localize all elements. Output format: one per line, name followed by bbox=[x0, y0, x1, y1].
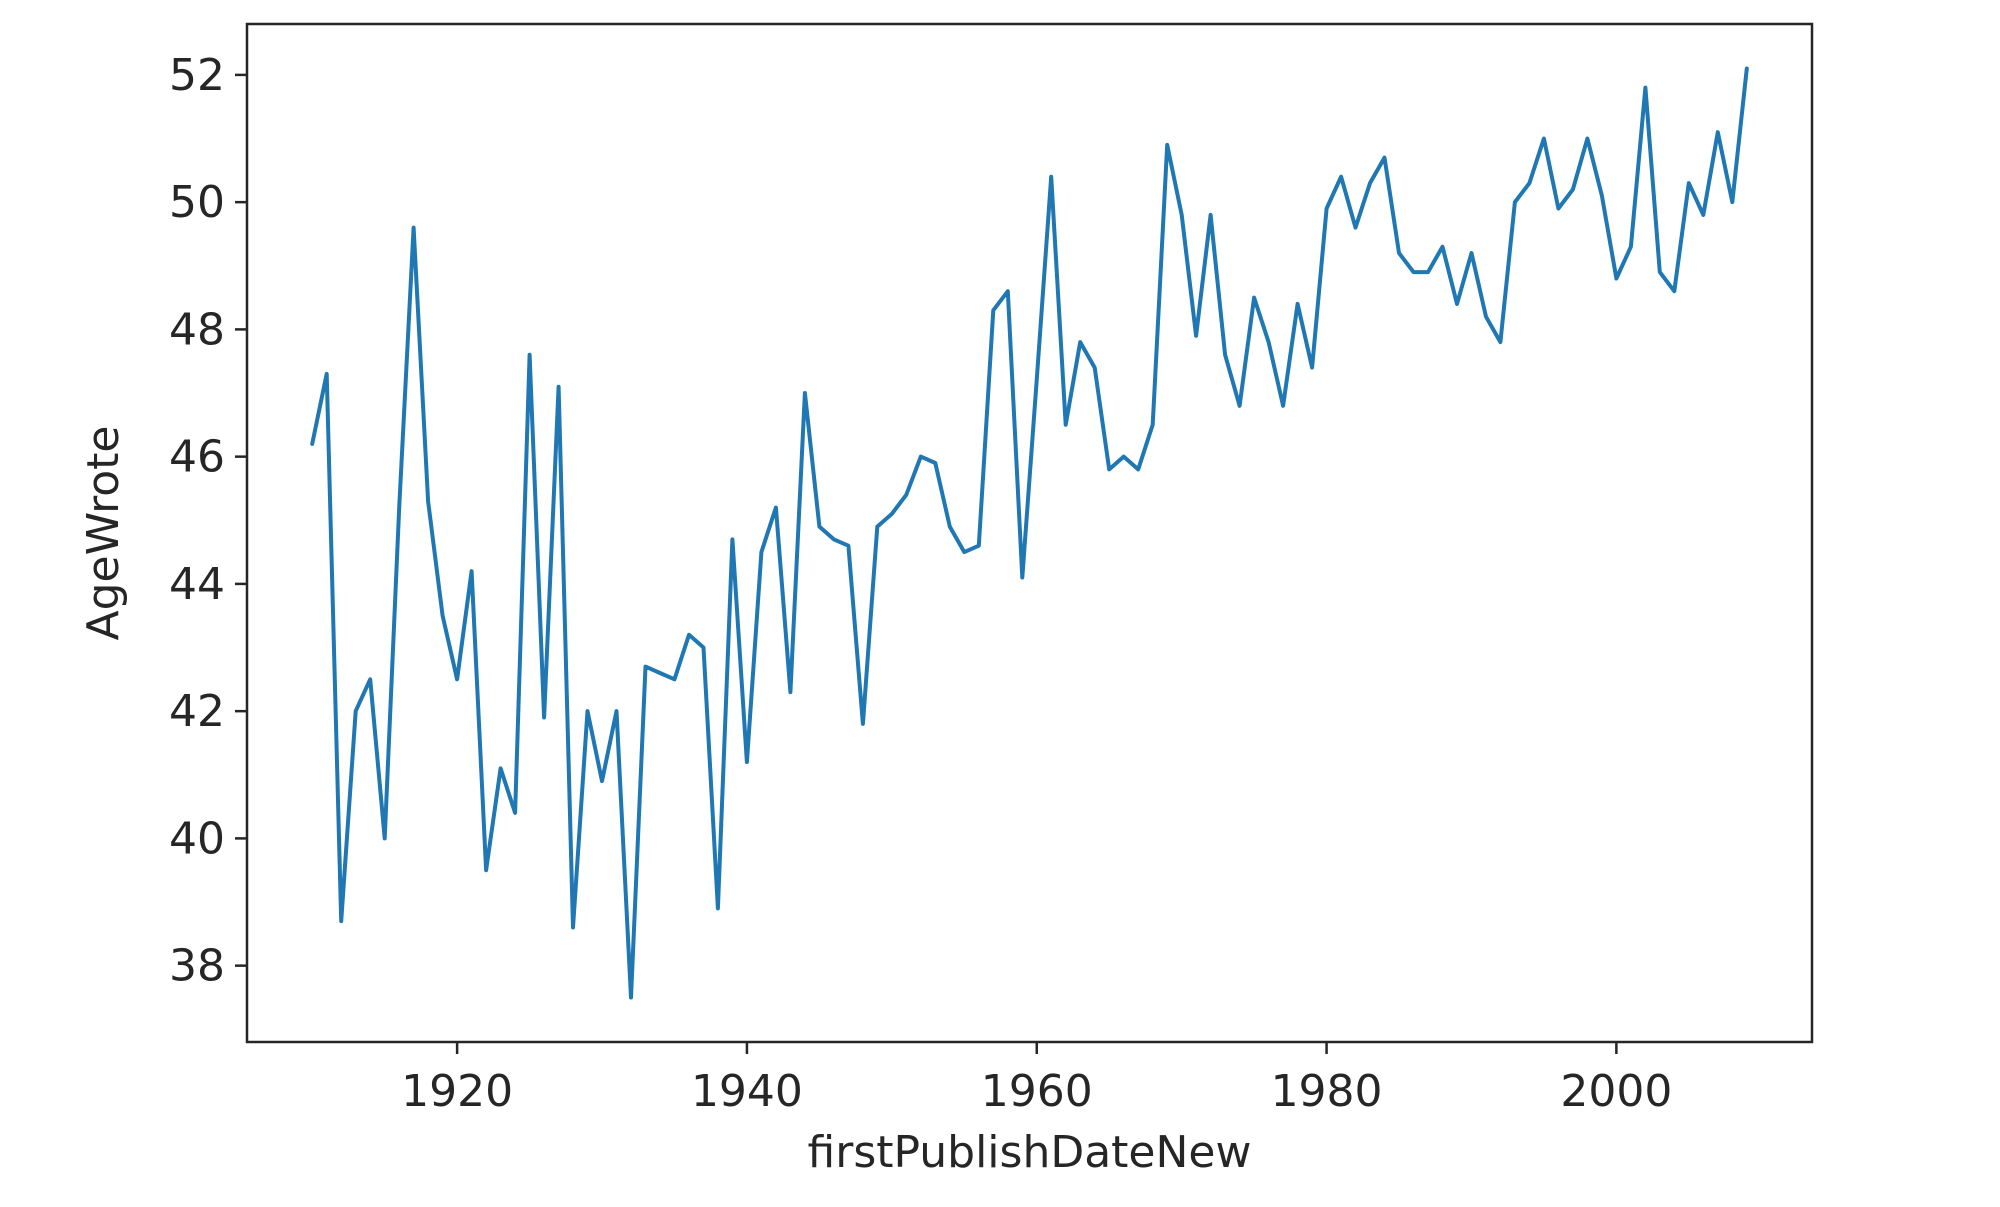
x-tick-label: 1980 bbox=[1271, 1066, 1383, 1117]
y-tick-label: 42 bbox=[169, 686, 225, 737]
x-tick-label: 2000 bbox=[1560, 1066, 1672, 1117]
plot-frame bbox=[245, 22, 1814, 1044]
y-tick-label: 52 bbox=[169, 50, 225, 101]
y-tick-label: 46 bbox=[169, 432, 225, 483]
x-tick-label: 1960 bbox=[981, 1066, 1093, 1117]
axes-ticks: 1920 1940 1960 1980 2000 38 40 42 44 46 48 50 52 bbox=[169, 50, 1672, 1117]
y-tick-label: 40 bbox=[169, 813, 225, 864]
y-tick-label: 50 bbox=[169, 177, 225, 228]
x-tick-label: 1940 bbox=[691, 1066, 803, 1117]
y-tick-label: 38 bbox=[169, 941, 225, 992]
y-tick-label: 44 bbox=[169, 559, 225, 610]
x-tick-label: 1920 bbox=[401, 1066, 513, 1117]
series-line bbox=[310, 66, 1749, 1000]
x-axis-label: firstPublishDateNew bbox=[808, 1127, 1252, 1178]
series-layer bbox=[310, 66, 1749, 1000]
y-axis-label: AgeWrote bbox=[78, 426, 129, 641]
axis-labels: firstPublishDateNew AgeWrote bbox=[78, 426, 1251, 1179]
y-tick-label: 48 bbox=[169, 304, 225, 355]
